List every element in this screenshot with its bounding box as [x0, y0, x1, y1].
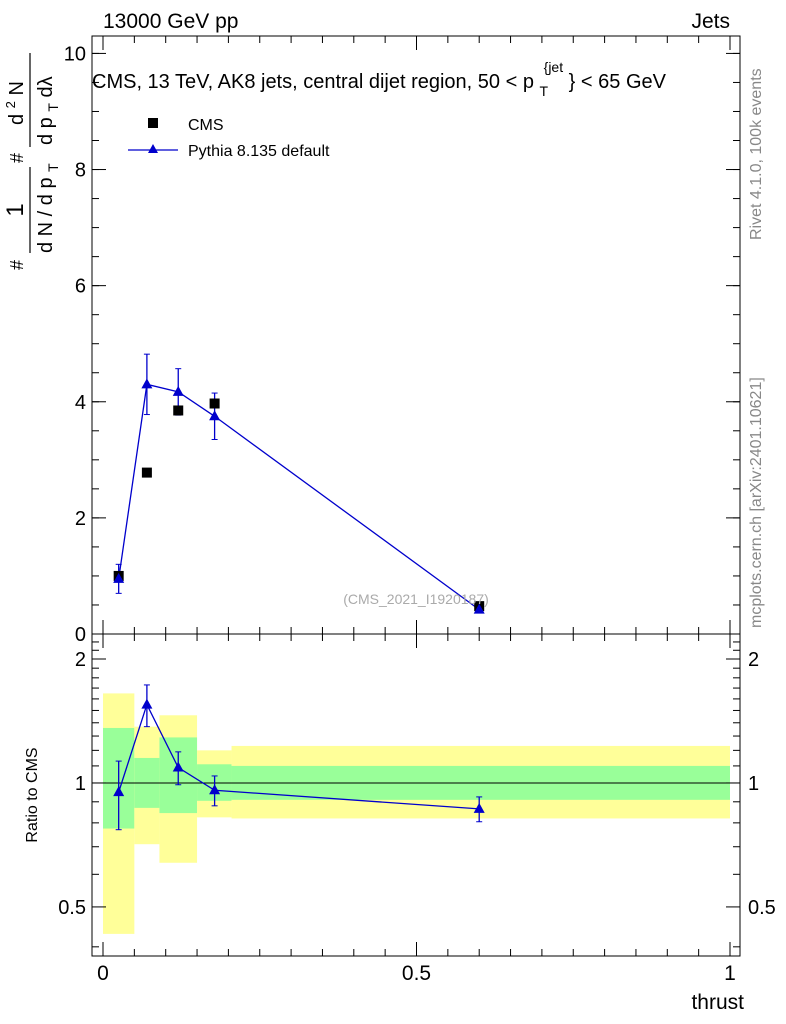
main-title-sup: {jet — [544, 59, 564, 75]
pythia-point — [141, 378, 153, 389]
cms-point — [209, 398, 220, 409]
ratio-ytick-label-left: 2 — [75, 649, 86, 671]
ratio-xtick-label: 0.5 — [402, 962, 431, 985]
legend-label-pythia: Pythia 8.135 default — [188, 143, 330, 160]
legend-marker-cms — [148, 118, 158, 128]
ylabel-den-text: d N / d p — [35, 177, 57, 253]
main-ytick-label: 4 — [75, 392, 86, 414]
main-ytick-label: 8 — [75, 160, 86, 182]
ylabel-num2: d 2 N — [0, 81, 28, 125]
ylabel-den2-text: d p — [35, 117, 57, 145]
cms-point — [141, 467, 152, 478]
header-left: 13000 GeV pp — [103, 10, 238, 33]
ratio-ytick-label-left: 1 — [75, 773, 86, 795]
x-axis-label: thrust — [691, 991, 744, 1014]
pythia-point — [209, 410, 221, 421]
ratio-point — [141, 698, 153, 709]
ratio-bands — [103, 693, 730, 934]
main-ytick-label: 10 — [64, 43, 86, 65]
main-ytick-label: 2 — [75, 508, 86, 530]
legend: CMS Pythia 8.135 default — [128, 117, 330, 160]
main-title: CMS, 13 TeV, AK8 jets, central dijet reg… — [92, 55, 667, 101]
legend-marker-pythia — [148, 144, 158, 153]
ratio-ylabel: Ratio to CMS — [24, 747, 41, 842]
ratio-ytick-label-right: 2 — [748, 649, 759, 671]
pythia-point — [473, 603, 485, 614]
pythia-point — [172, 385, 184, 396]
cms-point — [173, 405, 184, 416]
ylabel-num2-n: N — [6, 81, 28, 95]
ylabel-den2: d p T dλ — [35, 76, 63, 145]
mcplots-label: mcplots.cern.ch [arXiv:2401.10621] — [748, 377, 765, 628]
main-title-sub: T — [540, 83, 549, 99]
ratio-ytick-label-right: 1 — [748, 773, 759, 795]
main-ytick-label: 0 — [75, 624, 86, 646]
ratio-point — [113, 786, 125, 797]
ylabel-one: 1 — [2, 203, 29, 216]
pythia-line — [118, 383, 480, 611]
ylabel-num2-sup: 2 — [3, 101, 18, 108]
main-title-tail: < 65 GeV — [581, 71, 667, 93]
header-right: Jets — [691, 10, 730, 33]
ratio-series — [113, 684, 485, 831]
ratio-xtick-label: 0 — [97, 962, 109, 985]
main-ylabel: # 1 d N / d p T # d 2 N d p T dλ — [0, 53, 63, 270]
main-axis-ticks: 0 2 4 6 8 10 — [64, 36, 740, 646]
ratio-panel: 0.5 0.5 1 1 2 2 0 0.5 1 Ratio to CMS thrust — [24, 633, 776, 1014]
ratio-axis-ticks: 0.5 0.5 1 1 2 2 0 0.5 1 — [58, 634, 776, 985]
main-panel: 0 2 4 6 8 10 CMS, 13 TeV, AK8 jets, central d… — [0, 35, 741, 646]
legend-label-cms: CMS — [188, 117, 224, 134]
ylabel-den2-sub: T — [45, 103, 61, 112]
rivet-label: Rivet 4.1.0, 100k events — [748, 68, 765, 240]
pythia-point — [113, 572, 125, 583]
ylabel-den2-tail: dλ — [35, 76, 57, 97]
main-title-close: } — [569, 71, 576, 93]
ratio-point — [209, 784, 221, 795]
main-title-p: p — [523, 71, 534, 93]
main-title-head: CMS, 13 TeV, AK8 jets, central dijet reg… — [92, 71, 517, 93]
ratio-point — [473, 802, 485, 813]
analysis-watermark: (CMS_2021_I1920187) — [343, 591, 489, 607]
ratio-point — [172, 761, 184, 772]
main-series — [113, 353, 485, 614]
ylabel-hash1: # — [7, 260, 27, 270]
ratio-ytick-label-right: 0.5 — [748, 897, 776, 919]
ratio-xtick-label: 1 — [724, 962, 736, 985]
ylabel-hash2: # — [7, 153, 27, 163]
ylabel-num2-d: d — [6, 114, 28, 125]
main-ytick-label: 6 — [75, 276, 86, 298]
ylabel-den: d N / d p T — [35, 163, 61, 253]
ratio-ytick-label-left: 0.5 — [58, 897, 86, 919]
ylabel-den-sub: T — [45, 163, 61, 172]
